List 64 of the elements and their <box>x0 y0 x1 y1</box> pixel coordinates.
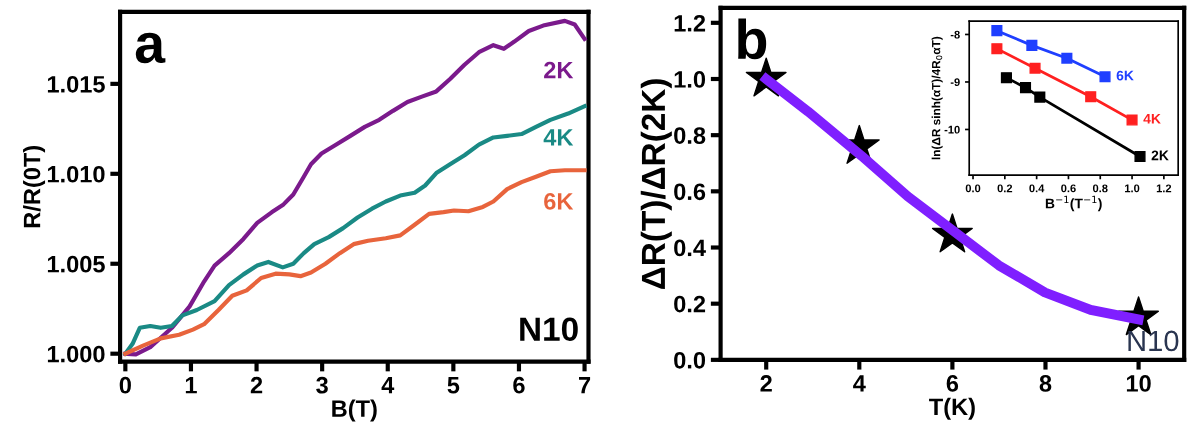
x-tick-label: 7 <box>579 377 591 394</box>
annotation: N10 <box>1128 330 1179 352</box>
y-tick-label: -10 <box>944 125 960 134</box>
x-tick-label: 4 <box>381 377 395 394</box>
y-tick-label: -8 <box>950 30 960 39</box>
x-tick-label: 8 <box>1039 375 1052 392</box>
point <box>1061 52 1073 64</box>
x-tick-label: 3 <box>316 376 328 394</box>
y-tick-label: -9 <box>950 78 960 87</box>
x-tick-label: 6 <box>513 376 525 394</box>
y-tick-label: 0.0 <box>674 351 706 369</box>
x-tick-label: 6 <box>946 375 959 392</box>
x-axis-title: T(K) <box>929 397 975 420</box>
series-label: 2K <box>1151 150 1169 161</box>
point <box>991 43 1003 55</box>
series-label: 2K <box>544 61 574 79</box>
series-label: 6K <box>1116 70 1134 81</box>
line-series <box>123 168 587 356</box>
point <box>1029 62 1041 74</box>
x-axis-title: B$^{−1}$(T$^{−1}$) <box>1045 195 1102 212</box>
point <box>991 25 1003 37</box>
y-tick-label: 0.2 <box>674 295 706 313</box>
point <box>1026 39 1038 51</box>
annotation: a <box>135 32 166 64</box>
annotation: b <box>738 18 767 60</box>
y-tick-label: 1.0 <box>674 71 706 88</box>
point <box>1034 91 1046 103</box>
x-tick-label: 1.0 <box>1125 184 1140 193</box>
x-tick-label: 1 <box>185 377 197 394</box>
point <box>1126 114 1138 126</box>
x-tick-label: 2 <box>250 376 263 394</box>
x-tick-label: 4 <box>853 375 866 392</box>
x-tick-label: 2 <box>760 375 772 392</box>
x-tick-label: 1.2 <box>1156 184 1172 193</box>
point <box>1000 72 1012 84</box>
point <box>1085 91 1097 103</box>
point <box>1099 71 1111 83</box>
series-label: 6K <box>544 193 574 210</box>
x-tick-label: 0.8 <box>1092 184 1108 193</box>
point <box>1134 150 1146 163</box>
y-tick-label: 0.8 <box>674 127 706 144</box>
x-tick-label: 0.4 <box>1029 184 1045 193</box>
x-axis-title: B(T) <box>332 399 377 422</box>
y-axis-title: ln(ΔR sinh(αT)/4R$_{0}$αT) <box>931 36 943 160</box>
y-axis-title: R/R(0T) <box>23 145 46 228</box>
x-tick-label: 0 <box>119 376 131 394</box>
series-label: 4K <box>1143 114 1161 124</box>
x-tick-label: 0.0 <box>965 184 981 193</box>
x-tick-label: 0.2 <box>997 184 1013 193</box>
y-axis-title: ΔR(T)/ΔR(2K) <box>640 79 672 289</box>
y-tick-label: 1.010 <box>47 165 105 183</box>
annotation: N10 <box>520 317 578 342</box>
line-series <box>123 104 587 356</box>
point <box>1019 82 1032 94</box>
x-tick-label: 5 <box>447 377 460 394</box>
y-tick-label: 1.000 <box>47 345 105 363</box>
y-tick-label: 0.4 <box>674 239 706 257</box>
x-tick-label: 0.6 <box>1061 184 1076 193</box>
y-tick-label: 1.005 <box>47 255 105 273</box>
series-label: 4K <box>543 129 574 146</box>
y-tick-label: 1.015 <box>47 75 105 93</box>
y-tick-label: 1.2 <box>674 14 706 32</box>
line-series <box>123 18 587 357</box>
x-tick-label: 10 <box>1126 375 1151 392</box>
